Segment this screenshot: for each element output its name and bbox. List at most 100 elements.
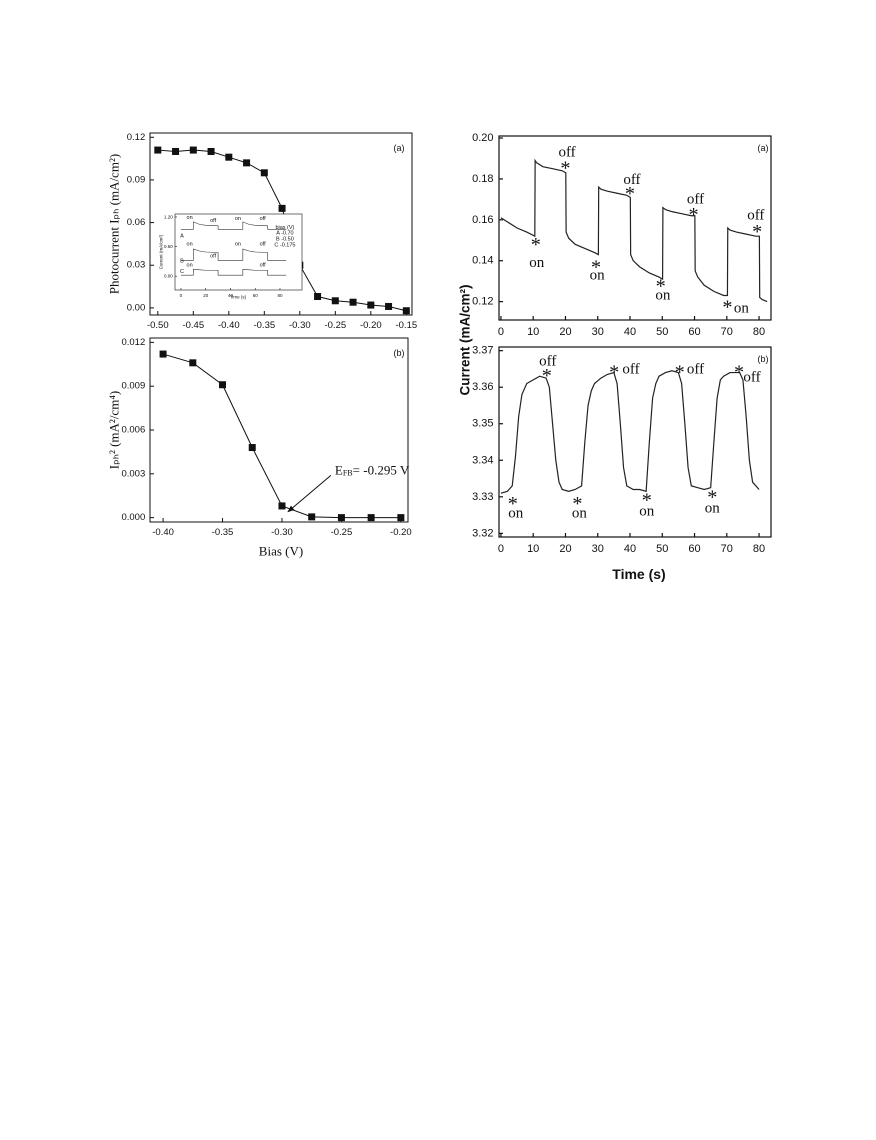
- data-point: [278, 502, 286, 510]
- annotation: on: [639, 503, 655, 519]
- annotation: *: [591, 257, 601, 279]
- y-tick-label: 0.60: [164, 244, 173, 249]
- annotation-subscript: FB: [343, 468, 353, 477]
- annotation: off: [687, 362, 704, 378]
- annotation: *: [656, 276, 666, 298]
- x-tick-label: -0.25: [324, 320, 346, 331]
- y-axis-label: Current (mA/cm²): [159, 234, 164, 269]
- annotation: A: [180, 234, 184, 240]
- annotation: *: [508, 493, 518, 515]
- plot-frame: [174, 213, 303, 291]
- panel-label: (a): [758, 143, 769, 153]
- y-tick-label: 0.000: [121, 512, 145, 523]
- annotation: on: [529, 255, 545, 271]
- x-tick-label: 50: [656, 326, 668, 338]
- data-point: [337, 514, 345, 522]
- x-tick-label: 70: [721, 543, 733, 555]
- y-tick-label: 0.18: [472, 173, 493, 185]
- data-line: [180, 221, 287, 230]
- annotation: off: [260, 262, 266, 268]
- data-point: [207, 147, 215, 155]
- annotation: B: [180, 258, 184, 264]
- annotation-arrow: [287, 475, 332, 513]
- data-point: [397, 514, 405, 522]
- annotation: on: [590, 268, 606, 284]
- x-tick-label: 60: [688, 326, 700, 338]
- x-tick-label: -0.40: [218, 320, 240, 331]
- x-tick-label: 20: [559, 326, 571, 338]
- annotation: *: [752, 221, 762, 243]
- y-tick-label: 0.003: [121, 468, 145, 479]
- data-point: [189, 359, 197, 367]
- x-axis-label: Bias (V): [259, 544, 303, 559]
- data-point: [402, 307, 410, 315]
- data-point: [159, 350, 167, 358]
- data-point: [172, 147, 180, 155]
- annotation: on: [508, 505, 524, 521]
- data-point: [219, 381, 227, 389]
- y-tick-label: 0.06: [127, 217, 146, 228]
- x-tick-label: 60: [688, 543, 700, 555]
- annotation: *: [722, 297, 732, 319]
- panel-label: (b): [758, 354, 769, 364]
- x-tick-label: 0: [498, 543, 504, 555]
- x-tick-label: 70: [721, 326, 733, 338]
- data-point: [154, 146, 162, 154]
- annotation-tail: = -0.295 V: [353, 462, 410, 477]
- y-axis-label: Current (mA/cm²): [458, 284, 473, 395]
- y-tick-label: 3.35: [472, 418, 493, 430]
- annotation: off: [622, 362, 639, 378]
- x-tick-label: 40: [228, 293, 234, 298]
- y-tick-label: 0.16: [472, 214, 493, 226]
- annotation: off: [260, 216, 266, 222]
- x-tick-label: -0.50: [147, 320, 169, 331]
- x-tick-label: -0.20: [360, 320, 382, 331]
- annotation: C: [180, 269, 184, 275]
- plot-frame: [498, 346, 772, 538]
- plot-frame: [498, 135, 772, 321]
- y-tick-label: 3.32: [472, 527, 493, 539]
- x-tick-label: 20: [203, 293, 209, 298]
- panel-label: (a): [394, 143, 405, 153]
- y-tick-label: 3.33: [472, 491, 493, 503]
- x-tick-label: -0.15: [395, 320, 417, 331]
- annotation: C -0.175: [274, 243, 295, 249]
- x-tick-label: 30: [592, 326, 604, 338]
- annotation: *: [542, 365, 552, 387]
- annotation: on: [705, 501, 721, 517]
- data-point: [260, 169, 268, 177]
- x-tick-label: 30: [592, 543, 604, 555]
- x-tick-label: 10: [527, 543, 539, 555]
- x-tick-label: 10: [527, 326, 539, 338]
- annotation: *: [560, 158, 570, 180]
- annotation: *: [688, 204, 698, 226]
- data-point: [189, 146, 197, 154]
- annotation: on: [235, 216, 241, 222]
- y-tick-label: 0.03: [127, 260, 146, 271]
- y-tick-label: 0.12: [127, 132, 146, 143]
- y-tick-label: 3.34: [472, 454, 493, 466]
- annotation: on: [572, 505, 588, 521]
- x-axis-label: Time (s): [230, 295, 247, 300]
- annotation: off: [260, 242, 266, 248]
- annotation: A -0.70: [276, 231, 293, 237]
- x-tick-label: -0.25: [331, 527, 353, 538]
- panel-label: (b): [394, 348, 405, 358]
- data-point: [367, 301, 375, 309]
- data-point: [243, 159, 251, 167]
- x-tick-label: 40: [624, 326, 636, 338]
- y-tick-label: 3.36: [472, 381, 493, 393]
- data-point: [385, 302, 393, 310]
- annotation: *: [707, 487, 717, 509]
- annotation: off: [687, 191, 704, 207]
- annotation: B -0.50: [276, 237, 294, 243]
- x-tick-label: -0.35: [253, 320, 275, 331]
- x-tick-label: -0.40: [152, 527, 174, 538]
- x-tick-label: -0.30: [271, 527, 293, 538]
- y-axis-label: Iₚₕ² (mA²/cm⁴): [107, 391, 122, 469]
- data-point: [331, 297, 339, 305]
- annotation: *: [734, 362, 744, 384]
- y-axis-label: Photocurrent Iₚₕ (mA/cm²): [107, 154, 122, 294]
- x-tick-label: 80: [753, 543, 765, 555]
- annotation: off: [539, 354, 556, 370]
